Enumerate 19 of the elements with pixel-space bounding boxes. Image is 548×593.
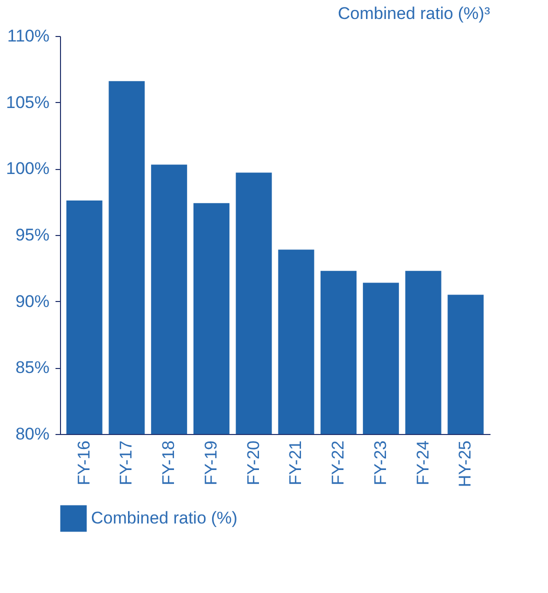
x-tick-label: FY-21 [286, 440, 306, 486]
x-tick-label: FY-22 [328, 440, 348, 486]
chart-title: Combined ratio (%)³ [338, 4, 490, 23]
x-tick-label: FY-23 [370, 440, 390, 486]
x-tick-label: FY-20 [244, 440, 263, 486]
y-tick-label: 110% [7, 26, 50, 46]
x-tick-label: FY-19 [201, 440, 220, 486]
y-tick-label: 95% [15, 226, 50, 244]
x-tick-label: FY-24 [413, 440, 432, 486]
x-tick-label: HY-25 [456, 440, 475, 488]
x-tick-label: FY-16 [74, 440, 94, 486]
x-tick-label: FY-17 [116, 440, 136, 486]
legend-label: Combined ratio (%) [91, 508, 238, 528]
y-tick-label: 85% [15, 358, 50, 378]
y-tick-label: 80% [15, 424, 50, 444]
y-tick-label: 90% [15, 292, 50, 311]
y-tick-label: 105% [6, 92, 50, 112]
y-tick-label: 100% [6, 159, 50, 178]
x-tick-label: FY-18 [159, 440, 178, 486]
